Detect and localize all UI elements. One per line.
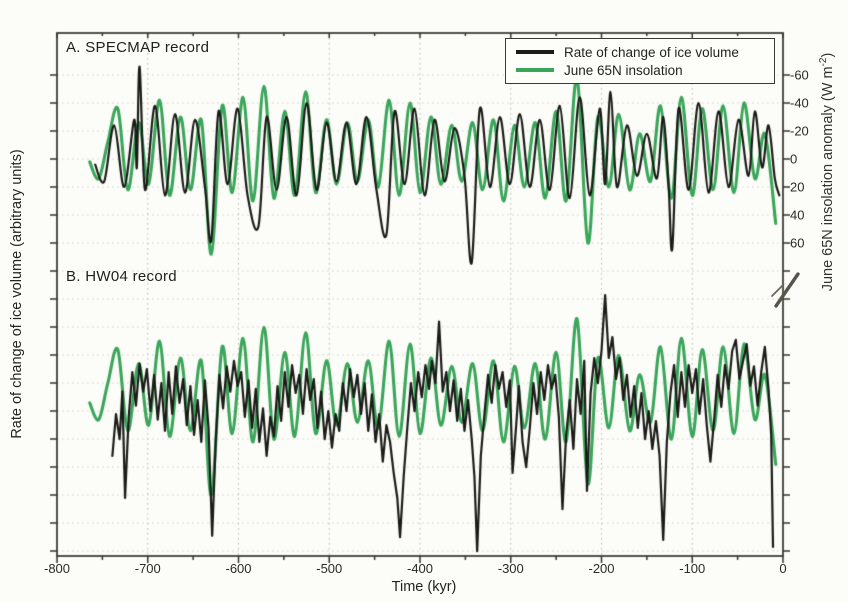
left-axis-label: Rate of change of ice volume (arbitrary … <box>9 149 25 439</box>
x-tick-label: -100 <box>679 561 706 576</box>
legend-label-ice-volume-rate: Rate of change of ice volume <box>564 44 739 60</box>
legend: Rate of change of ice volume June 65N in… <box>505 38 775 84</box>
right-axis-tick-label: -40 <box>790 95 809 111</box>
axis-break-icon <box>771 272 800 308</box>
legend-item-insolation: June 65N insolation <box>516 63 764 78</box>
right-axis-tick-label: -20 <box>790 123 809 139</box>
legend-item-ice-volume-rate: Rate of change of ice volume <box>516 45 764 60</box>
x-tick-label: -800 <box>43 561 71 576</box>
x-tick-label: -400 <box>406 561 434 576</box>
right-axis-label-superscript: -2 <box>818 57 830 67</box>
right-axis-label: June 65N insolation anomaly (W m-2) <box>818 53 836 292</box>
x-tick-label: 0 <box>779 561 787 576</box>
right-axis-tick-label: 20 <box>790 179 805 195</box>
right-axis-tick-label: -60 <box>790 67 809 83</box>
right-axis-tick-label: 40 <box>790 207 805 223</box>
x-tick-label: -700 <box>134 561 161 576</box>
black-line-swatch <box>516 50 554 54</box>
x-tick-label: -200 <box>588 561 615 576</box>
x-tick-label: -500 <box>316 561 343 576</box>
right-axis-label-text: June 65N insolation anomaly (W m <box>819 66 836 292</box>
green-line-swatch <box>516 68 554 72</box>
x-axis-label: Time (kyr) <box>391 579 457 595</box>
right-axis-tick-label: 0 <box>790 151 798 167</box>
right-axis-label-close-paren: ) <box>819 52 836 58</box>
panel-a-title: A. SPECMAP record <box>66 39 210 56</box>
right-axis-tick-label: 60 <box>790 235 805 251</box>
x-tick-label: -300 <box>497 561 524 576</box>
panel-b-title: B. HW04 record <box>66 268 177 285</box>
legend-label-insolation: June 65N insolation <box>564 62 683 78</box>
x-tick-label: -600 <box>225 561 252 576</box>
